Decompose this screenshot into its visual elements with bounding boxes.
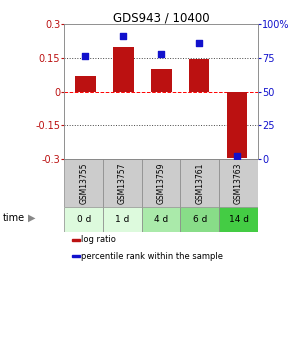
Text: log ratio: log ratio [81, 235, 116, 244]
Text: GSM13763: GSM13763 [234, 162, 243, 204]
Text: 1 d: 1 d [115, 215, 130, 224]
Bar [64, 207, 103, 232]
Text: 0 d: 0 d [76, 215, 91, 224]
Bar [113, 47, 134, 91]
Text: time: time [3, 213, 25, 223]
Bar [72, 255, 80, 257]
Bar [180, 159, 219, 207]
Point [159, 51, 163, 57]
Bar [103, 159, 142, 207]
Bar [64, 159, 103, 207]
Point [197, 40, 201, 46]
Point [83, 54, 88, 59]
Text: GSM13761: GSM13761 [195, 162, 204, 204]
Bar [75, 76, 96, 91]
Bar [180, 207, 219, 232]
Text: GSM13757: GSM13757 [118, 162, 127, 204]
Text: 6 d: 6 d [193, 215, 207, 224]
Bar [189, 59, 209, 91]
Bar [219, 159, 258, 207]
Text: GSM13755: GSM13755 [79, 162, 88, 204]
Point [235, 154, 239, 159]
Text: 14 d: 14 d [229, 215, 248, 224]
Text: percentile rank within the sample: percentile rank within the sample [81, 252, 223, 261]
Text: ▶: ▶ [28, 213, 35, 223]
Bar [219, 207, 258, 232]
Bar [226, 91, 247, 158]
Bar [72, 239, 80, 241]
Bar [142, 159, 180, 207]
Text: 4 d: 4 d [154, 215, 168, 224]
Bar [142, 207, 180, 232]
Bar [151, 69, 172, 91]
Title: GDS943 / 10400: GDS943 / 10400 [113, 11, 209, 24]
Bar [103, 207, 142, 232]
Text: GSM13759: GSM13759 [157, 162, 166, 204]
Point [121, 33, 126, 39]
